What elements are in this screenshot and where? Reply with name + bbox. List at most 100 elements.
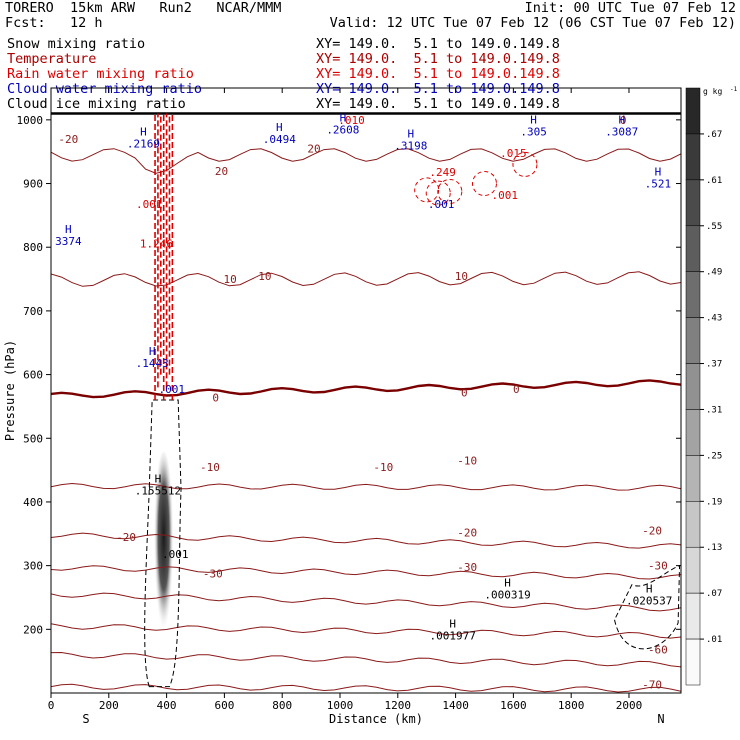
maximum-value: .2608	[326, 123, 359, 136]
colorbar-label: .01	[706, 635, 722, 645]
rain-contour	[471, 171, 497, 197]
cloud-ice-contour	[144, 399, 182, 688]
isotherm-label: 20	[215, 165, 228, 178]
x-tick-label: 400	[157, 699, 177, 712]
y-tick-label: 800	[23, 241, 43, 254]
model-title: TORERO 15km ARW Run2 NCAR/MMM	[5, 0, 282, 16]
colorbar-bin	[685, 546, 701, 594]
colorbar-bin	[685, 179, 701, 227]
forecast-hour: Fcst: 12 h	[5, 15, 103, 31]
x-end-label-north: N	[657, 712, 664, 726]
maximum-marker: H	[276, 121, 283, 134]
y-axis-title: Pressure (hPa)	[3, 340, 17, 441]
x-end-label-south: S	[82, 712, 89, 726]
maximum-marker: H	[646, 583, 653, 596]
isotherm-label: -70	[642, 679, 662, 692]
field-xy-rain: XY= 149.0. 5.1 to 149.0.149.8	[316, 66, 560, 82]
maximum-value: 1.246	[140, 237, 173, 250]
rain-contour	[414, 177, 440, 203]
x-tick-label: 800	[272, 699, 292, 712]
field-xy-temperature: XY= 149.0. 5.1 to 149.0.149.8	[316, 51, 560, 67]
colorbar-label: .13	[706, 543, 722, 553]
maximum-value: .010	[338, 114, 365, 127]
valid-time: Valid: 12 UTC Tue 07 Feb 12 (06 CST Tue …	[329, 15, 736, 31]
field-name-snow: Snow mixing ratio	[7, 36, 146, 52]
maximum-value: .305	[520, 125, 547, 138]
maximum-value: .001977	[430, 630, 476, 643]
field-name-cloud-water: Cloud water mixing ratio	[7, 81, 203, 97]
colorbar-label: .19	[706, 497, 722, 507]
field-xy-cloud-ice: XY= 149.0. 5.1 to 149.0.149.8	[316, 96, 560, 112]
isotherm-label: 20	[307, 143, 320, 156]
isotherm-label: -60	[648, 644, 668, 657]
field-xy-cloud-water: XY= 149.0. 5.1 to 149.0.149.8	[316, 81, 560, 97]
isotherm-label: 10	[224, 273, 237, 286]
x-tick-label: 2000	[616, 699, 643, 712]
colorbar-units-exponent: -1	[730, 86, 738, 93]
x-tick-label: 1200	[385, 699, 412, 712]
colorbar-label: .31	[706, 405, 722, 415]
isotherm-label: -20	[642, 525, 662, 538]
x-tick-label: 1800	[558, 699, 585, 712]
x-axis-title: Distance (km)	[329, 712, 423, 726]
isotherm-label: -30	[203, 567, 223, 580]
isotherm-label: -20	[116, 531, 136, 544]
colorbar-bin	[685, 638, 701, 686]
colorbar-label: .67	[706, 130, 722, 140]
isotherm-label: -30	[648, 560, 668, 573]
init-time: Init: 00 UTC Tue 07 Feb 12	[524, 0, 736, 16]
maximum-marker: H	[155, 472, 162, 485]
isotherm-minus40	[51, 592, 681, 612]
x-tick-label: 0	[48, 699, 55, 712]
colorbar-label: .61	[706, 176, 722, 186]
isotherm-label: 0	[620, 114, 627, 127]
isotherm-minus10	[51, 482, 681, 491]
y-tick-label: 1000	[17, 114, 44, 127]
y-tick-label: 500	[23, 432, 43, 445]
colorbar-bin	[685, 455, 701, 502]
colorbar-label: .37	[706, 360, 722, 370]
rain-contour	[512, 151, 538, 177]
isotherm-label: -30	[457, 561, 477, 574]
x-tick-label: 600	[214, 699, 234, 712]
maximum-value: .001	[491, 189, 518, 202]
isotherm-minus20	[51, 532, 681, 549]
maximum-marker: H	[140, 125, 147, 138]
maximum-value: .001	[159, 383, 186, 396]
colorbar-bin	[685, 592, 701, 640]
maximum-value: .3198	[394, 139, 427, 152]
snow-core-shading	[153, 451, 174, 642]
plot-frame	[50, 87, 682, 694]
isotherm-label: 10	[258, 270, 271, 283]
colorbar-bin	[685, 501, 701, 548]
maximum-value: .001	[136, 198, 163, 211]
maximum-value: .2169	[127, 137, 160, 150]
isotherm-minus50	[51, 623, 681, 639]
colorbar-label: .07	[706, 589, 722, 599]
maximum-marker: H	[618, 113, 625, 126]
rain-contour	[425, 180, 451, 206]
field-name-rain: Rain water mixing ratio	[7, 66, 194, 82]
colorbar-bin	[685, 363, 701, 410]
maximum-value: .001	[162, 548, 189, 561]
isotherm-0	[51, 379, 681, 399]
isotherm-label: -10	[457, 455, 477, 468]
colorbar-label: .25	[706, 451, 722, 461]
maximum-marker: H	[530, 113, 537, 126]
colorbar-bin	[685, 409, 701, 456]
maximum-value: .0494	[263, 133, 296, 146]
y-tick-label: 700	[23, 305, 43, 318]
isotherm-label: 10	[455, 270, 468, 283]
maximum-value: .521	[645, 178, 672, 191]
isotherm-minus70	[51, 683, 681, 693]
maximum-value: .1443	[136, 357, 169, 370]
colorbar-bin	[685, 87, 701, 135]
colorbar-bin	[685, 133, 701, 181]
maximum-marker: H	[340, 111, 347, 124]
cloud-ice-contour-north	[614, 564, 681, 650]
isotherm-20	[51, 148, 681, 174]
maximum-value: .020537	[626, 595, 672, 608]
rain-contour	[437, 178, 463, 204]
colorbar-label: .49	[706, 268, 722, 278]
colorbar-bin	[685, 225, 701, 272]
